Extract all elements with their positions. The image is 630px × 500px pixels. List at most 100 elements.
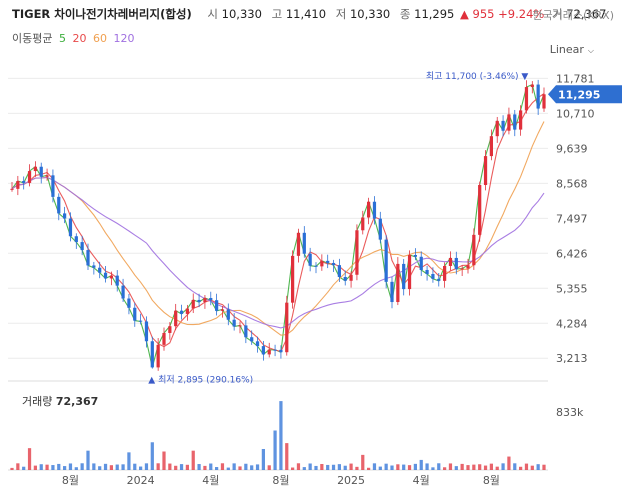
- x-tick-label: 8월: [62, 474, 79, 487]
- volume-bar: [320, 463, 324, 470]
- change-pct: +9.24%: [498, 7, 545, 21]
- volume-bar: [542, 464, 546, 470]
- candle: [10, 188, 14, 190]
- volume-bar: [402, 464, 406, 470]
- volume-bar: [238, 466, 242, 470]
- volume-bar: [10, 467, 14, 470]
- candle: [220, 309, 225, 311]
- volume-short-label: 거: [551, 7, 563, 21]
- candle: [454, 257, 458, 270]
- volume-bar: [343, 465, 347, 470]
- candle: [92, 265, 96, 268]
- candle: [407, 254, 412, 290]
- candle: [291, 255, 295, 303]
- volume-bar: [413, 463, 417, 470]
- candle: [419, 256, 423, 270]
- candle: [308, 253, 312, 266]
- volume-bar: [51, 465, 55, 470]
- volume-bar: [285, 443, 289, 470]
- volume-tick-label: 833k: [556, 406, 584, 419]
- candle: [197, 299, 201, 303]
- volume-bar: [489, 463, 493, 470]
- candle: [238, 325, 242, 327]
- volume-bar: [349, 463, 353, 470]
- candle: [349, 274, 353, 281]
- last-price-tag: [548, 85, 622, 104]
- ma-60-line: [11, 121, 545, 336]
- volume-bar: [407, 465, 412, 470]
- scale-mode-dropdown[interactable]: Linear ⌵: [550, 43, 594, 56]
- candle: [80, 242, 84, 251]
- ma-5[interactable]: 5: [58, 32, 66, 45]
- candle: [255, 341, 260, 347]
- volume-bar: [168, 463, 172, 470]
- volume-legend-label: 거래량: [22, 395, 53, 408]
- volume-bar: [501, 463, 505, 470]
- volume-bar: [215, 467, 219, 470]
- volume-bar: [495, 466, 499, 470]
- candle: [367, 201, 371, 218]
- x-tick-label: 2025: [337, 474, 365, 487]
- volume-bar: [355, 466, 359, 470]
- candle: [133, 307, 137, 321]
- candle: [250, 337, 254, 342]
- candle: [536, 84, 540, 109]
- volume-bar: [472, 464, 476, 470]
- volume-bar: [483, 465, 488, 470]
- volume-bar: [174, 465, 178, 470]
- candle: [98, 267, 102, 273]
- candle: [372, 201, 377, 219]
- volume-bar: [80, 463, 84, 470]
- volume-bar: [396, 464, 400, 470]
- volume-bar: [384, 463, 388, 470]
- ma-20[interactable]: 20: [72, 32, 87, 45]
- ma-60[interactable]: 60: [92, 32, 107, 45]
- volume-bar: [220, 463, 225, 470]
- volume-bar: [27, 448, 32, 470]
- volume-bar: [296, 463, 301, 470]
- volume-bar: [45, 464, 49, 470]
- candle: [483, 156, 488, 186]
- moving-average-legend: 이동평균 5 20 60 120: [12, 30, 137, 46]
- candle: [489, 136, 493, 157]
- candle: [68, 218, 73, 237]
- volume-bar: [291, 467, 295, 470]
- candle: [355, 230, 359, 275]
- volume-bar: [185, 464, 189, 470]
- candle: [139, 320, 143, 322]
- candle: [513, 114, 517, 130]
- volume-bar: [203, 465, 207, 470]
- candle: [472, 234, 476, 266]
- volume-bar: [226, 467, 230, 470]
- candle: [384, 239, 388, 282]
- candle: [33, 166, 37, 172]
- open-label: 시: [207, 7, 218, 21]
- candle: [314, 265, 318, 267]
- close-label: 종: [399, 7, 411, 21]
- volume-bar: [127, 452, 131, 470]
- volume-bar: [162, 451, 166, 470]
- candle: [179, 310, 184, 314]
- candle: [209, 297, 213, 301]
- x-tick-label: 8월: [483, 474, 500, 487]
- candle: [296, 232, 301, 256]
- candle: [320, 260, 324, 267]
- ma-120[interactable]: 120: [113, 32, 135, 45]
- candle: [63, 213, 67, 219]
- volume-bar: [232, 463, 236, 470]
- candle: [16, 181, 20, 189]
- candle: [519, 110, 523, 130]
- volume-bar: [448, 463, 453, 470]
- y-tick-label: 7,497: [556, 212, 588, 225]
- volume-bar: [121, 464, 125, 470]
- volume-bar: [279, 401, 283, 470]
- volume-bar: [519, 466, 523, 470]
- candle: [285, 302, 289, 353]
- volume-legend-value: 72,367: [55, 395, 99, 408]
- candle: [361, 217, 365, 231]
- candle: [185, 308, 189, 314]
- volume-bar: [530, 465, 534, 470]
- chevron-down-icon: ⌵: [587, 46, 594, 55]
- volume-bar: [273, 430, 277, 470]
